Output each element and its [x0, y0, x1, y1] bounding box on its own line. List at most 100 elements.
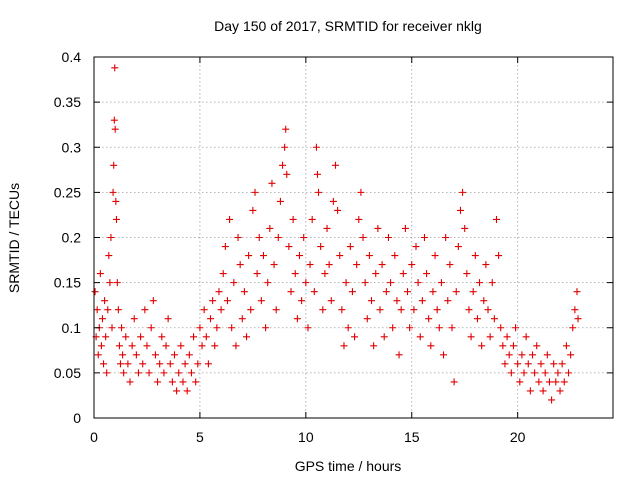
data-point [365, 252, 373, 260]
data-point [573, 288, 581, 296]
data-point [302, 279, 310, 287]
data-point [378, 261, 386, 269]
data-point [100, 360, 108, 368]
data-point [113, 279, 121, 287]
y-tick-label: 0.4 [62, 49, 82, 65]
data-point [200, 306, 208, 314]
x-tick-label: 0 [90, 429, 98, 445]
data-point [315, 188, 323, 196]
data-point [327, 297, 335, 305]
data-point [412, 243, 420, 251]
data-point [437, 279, 445, 287]
data-point [317, 243, 325, 251]
data-point [336, 252, 344, 260]
data-point [112, 215, 120, 223]
data-point [106, 279, 114, 287]
y-tick-label: 0.05 [54, 365, 81, 381]
data-point [486, 333, 494, 341]
data-point [433, 306, 441, 314]
data-point [554, 369, 562, 377]
data-point [539, 387, 547, 395]
y-tick-label: 0.15 [54, 275, 81, 291]
data-point [111, 125, 119, 133]
data-point [567, 351, 575, 359]
data-point [456, 206, 464, 214]
data-point [313, 170, 321, 178]
data-point [512, 324, 520, 332]
data-point [473, 315, 481, 323]
data-point [552, 378, 560, 386]
data-point [105, 252, 113, 260]
data-point [370, 342, 378, 350]
data-point [116, 360, 124, 368]
data-point [446, 261, 454, 269]
data-point [213, 324, 221, 332]
data-point [173, 387, 181, 395]
data-point [207, 315, 215, 323]
data-point [480, 297, 488, 305]
data-point [175, 369, 183, 377]
data-point [406, 324, 414, 332]
data-point [112, 197, 120, 205]
data-point [94, 351, 102, 359]
data-point [384, 234, 392, 241]
data-point [232, 342, 240, 350]
data-point [295, 252, 303, 260]
data-point [177, 342, 185, 350]
data-point [471, 252, 479, 260]
data-point [289, 215, 297, 223]
data-point [395, 351, 403, 359]
data-point [461, 224, 469, 232]
data-point [198, 342, 206, 350]
data-point [416, 333, 424, 341]
data-point [304, 324, 312, 332]
data-point [124, 360, 132, 368]
data-point [236, 261, 244, 269]
data-point [522, 333, 530, 341]
data-point [357, 188, 365, 196]
data-point [166, 360, 174, 368]
data-point [355, 215, 363, 223]
data-point [298, 297, 306, 305]
data-point [440, 351, 448, 359]
data-point [262, 324, 270, 332]
data-point [118, 324, 126, 332]
data-point [151, 351, 159, 359]
data-point [507, 369, 515, 377]
data-point [509, 342, 517, 350]
data-point [478, 342, 486, 350]
data-point [569, 324, 577, 332]
data-point [120, 369, 128, 377]
data-point [291, 270, 299, 278]
data-point [361, 279, 369, 287]
data-point [503, 333, 511, 341]
data-point [550, 360, 558, 368]
data-point [321, 270, 329, 278]
y-tick-label: 0.25 [54, 184, 81, 200]
data-point [96, 270, 104, 278]
data-point [228, 324, 236, 332]
data-point [488, 279, 496, 287]
data-point [160, 369, 168, 377]
data-point [556, 387, 564, 395]
data-point [93, 306, 101, 314]
y-axis-label: SRMTID / TECUs [6, 183, 22, 293]
data-point [359, 234, 367, 241]
data-point [382, 288, 390, 296]
data-point [128, 342, 136, 350]
data-point [282, 125, 290, 133]
data-point [331, 161, 339, 169]
data-point [545, 378, 553, 386]
data-point [533, 342, 541, 350]
y-tick-label: 0 [73, 410, 81, 426]
data-point [149, 297, 157, 305]
chart-title: Day 150 of 2017, SRMTID for receiver nkl… [214, 18, 482, 34]
data-point [145, 369, 153, 377]
data-point [537, 360, 545, 368]
data-point [535, 378, 543, 386]
data-point [259, 252, 267, 260]
data-point [243, 333, 251, 341]
data-point [91, 288, 99, 296]
data-point [484, 306, 492, 314]
